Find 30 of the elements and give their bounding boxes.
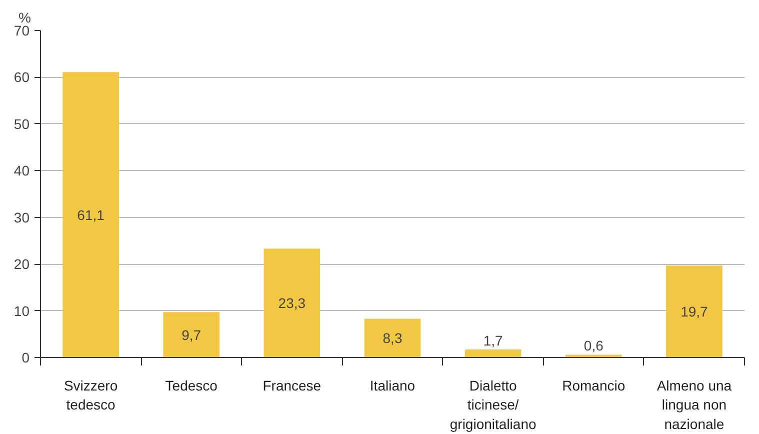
y-tick-label: 70 [14,22,30,38]
y-tick-label: 30 [14,209,30,226]
bar [364,318,421,358]
bar [62,72,119,358]
y-tick-label: 50 [14,116,30,132]
data-label: 19,7 [680,303,708,320]
x-tick-label: Almeno una lingua non nazionale [656,378,732,432]
bar [464,350,522,358]
bar [565,354,622,358]
y-tick-label: 60 [14,69,30,86]
y-tick-label: 40 [14,162,30,179]
y-tick-label: 10 [14,302,30,319]
x-tick-label: Tedesco [165,378,218,394]
y-tick-label: 20 [14,256,30,272]
data-label: 61,1 [77,206,105,223]
data-label: 8,3 [382,330,402,346]
data-label: 0,6 [584,338,604,354]
data-label: 9,7 [182,326,202,343]
data-label: 1,7 [483,332,504,349]
x-tick-label: Italiano [370,378,416,394]
y-axis-title: % [18,10,31,26]
x-tick-label: Dialetto ticinese/ grigionitaliano [450,378,536,432]
bar [163,312,220,358]
bar [264,248,320,358]
y-tick-label: 0 [22,350,30,366]
x-tick-label: Svizzero tedesco [64,378,118,413]
data-label: 23,3 [278,295,306,312]
bar [666,265,722,358]
x-tick-label: Francese [262,378,322,394]
x-tick-label: Romancio [562,378,626,394]
